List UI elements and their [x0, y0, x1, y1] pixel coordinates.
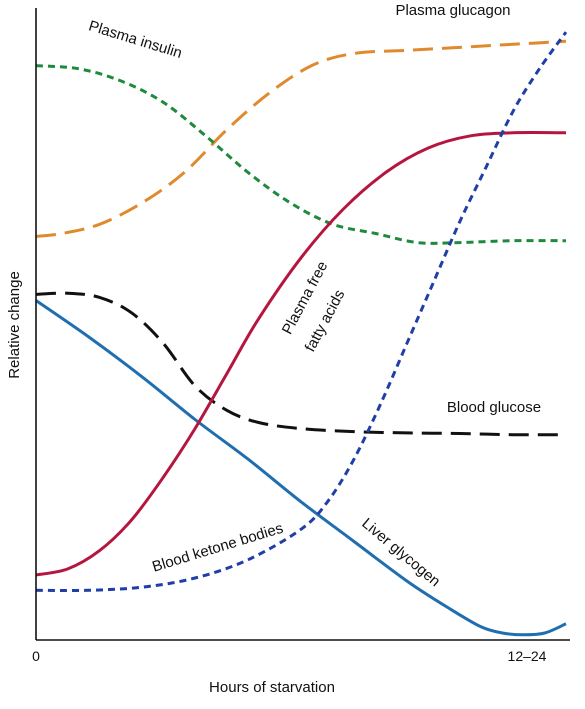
x-tick-12-24: 12–24: [508, 648, 547, 664]
label-plasma-insulin: Plasma insulin: [87, 17, 184, 62]
label-blood-ketone-bodies: Blood ketone bodies: [150, 520, 285, 576]
series-line-plasma-insulin: [35, 64, 567, 245]
series-line-blood-glucose: [35, 291, 567, 437]
y-axis-label: Relative change: [6, 271, 23, 379]
label-blood-glucose: Blood glucose: [447, 399, 541, 416]
label-plasma-glucagon: Plasma glucagon: [395, 2, 510, 19]
series-line-blood-ketone-bodies: [35, 31, 568, 593]
series-line-plasma-glucagon: [35, 39, 567, 238]
series-line-plasma-free-fatty-acids: [35, 131, 567, 577]
series-line-liver-glycogen: [35, 299, 567, 637]
x-tick-0: 0: [32, 648, 40, 664]
x-axis-label: Hours of starvation: [209, 679, 335, 696]
